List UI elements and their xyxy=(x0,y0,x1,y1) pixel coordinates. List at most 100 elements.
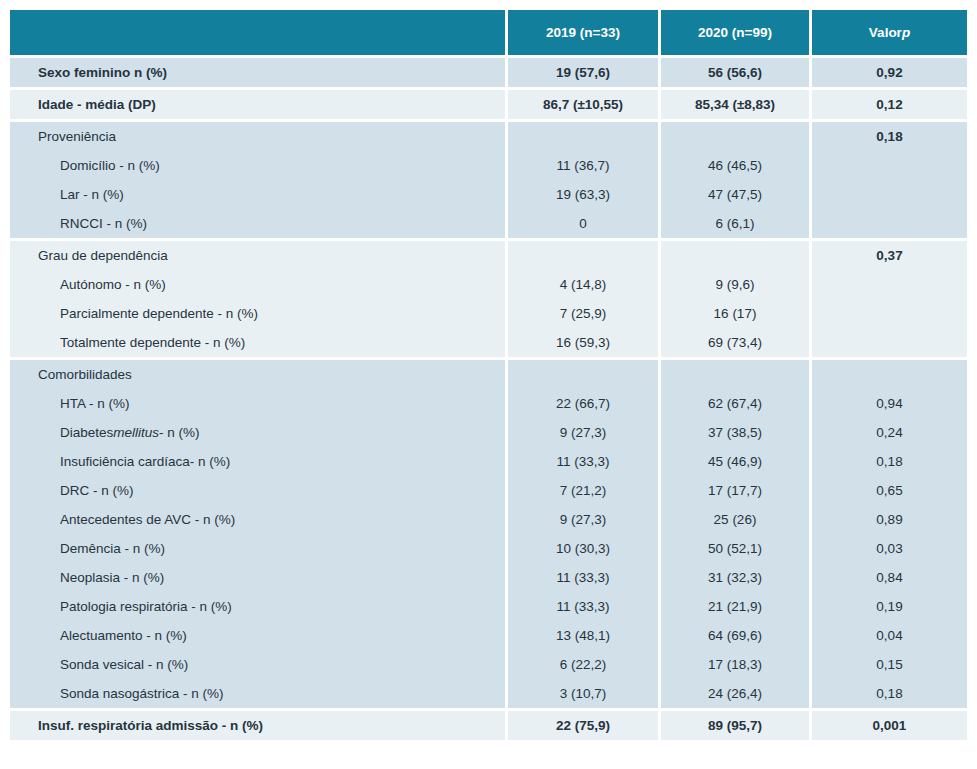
value-2020: 9 (9,6) xyxy=(658,270,809,299)
table-band: Grau de dependência 0,37Autónomo - n (%)4… xyxy=(10,241,967,357)
p-value xyxy=(809,299,967,328)
value-2019 xyxy=(505,360,658,389)
value-2019: 22 (75,9) xyxy=(505,711,658,740)
row-label: Alectuamento - n (%) xyxy=(10,621,505,650)
table-row: Totalmente dependente - n (%)16 (59,3)69… xyxy=(10,328,967,357)
table-row: Demência - n (%)10 (30,3)50 (52,1)0,03 xyxy=(10,534,967,563)
table-row: Alectuamento - n (%)13 (48,1)64 (69,6)0,… xyxy=(10,621,967,650)
table-row: Diabetes mellitus - n (%)9 (27,3)37 (38,… xyxy=(10,418,967,447)
p-value: 0,92 xyxy=(809,58,967,87)
table-row: Antecedentes de AVC - n (%)9 (27,3)25 (2… xyxy=(10,505,967,534)
row-label: HTA - n (%) xyxy=(10,389,505,418)
table-band: Insuf. respiratória admissão - n (%)22 (… xyxy=(10,711,967,740)
row-label: Lar - n (%) xyxy=(10,180,505,209)
value-2020 xyxy=(658,241,809,270)
p-value: 0,15 xyxy=(809,650,967,679)
value-2020: 37 (38,5) xyxy=(658,418,809,447)
table-row: Domicílio - n (%)11 (36,7)46 (46,5) xyxy=(10,151,967,180)
table-row: Sonda vesical - n (%)6 (22,2)17 (18,3)0,… xyxy=(10,650,967,679)
row-label: Domicílio - n (%) xyxy=(10,151,505,180)
table-row: Insuf. respiratória admissão - n (%)22 (… xyxy=(10,711,967,740)
value-2020: 47 (47,5) xyxy=(658,180,809,209)
row-label: Antecedentes de AVC - n (%) xyxy=(10,505,505,534)
p-value: 0,89 xyxy=(809,505,967,534)
value-2019: 7 (21,2) xyxy=(505,476,658,505)
table-row: Patologia respiratória - n (%)11 (33,3)2… xyxy=(10,592,967,621)
row-label: Idade - média (DP) xyxy=(10,90,505,119)
row-label: Grau de dependência xyxy=(10,241,505,270)
p-value: 0,18 xyxy=(809,447,967,476)
header-col-valor-p: Valor p xyxy=(809,10,967,55)
value-2020: 16 (17) xyxy=(658,299,809,328)
p-value: 0,18 xyxy=(809,122,967,151)
row-label: Sexo feminino n (%) xyxy=(10,58,505,87)
row-label: RNCCI - n (%) xyxy=(10,209,505,238)
value-2019: 22 (66,7) xyxy=(505,389,658,418)
table-row: Neoplasia - n (%)11 (33,3)31 (32,3)0,84 xyxy=(10,563,967,592)
p-value: 0,24 xyxy=(809,418,967,447)
p-value: 0,65 xyxy=(809,476,967,505)
table-row: RNCCI - n (%)06 (6,1) xyxy=(10,209,967,238)
value-2019: 9 (27,3) xyxy=(505,505,658,534)
value-2019: 16 (59,3) xyxy=(505,328,658,357)
row-label: Parcialmente dependente - n (%) xyxy=(10,299,505,328)
value-2020: 85,34 (±8,83) xyxy=(658,90,809,119)
value-2019: 4 (14,8) xyxy=(505,270,658,299)
comparison-table: 2019 (n=33) 2020 (n=99) Valor p Sexo fem… xyxy=(10,10,967,743)
value-2020: 24 (26,4) xyxy=(658,679,809,708)
table-row: Autónomo - n (%)4 (14,8)9 (9,6) xyxy=(10,270,967,299)
value-2020: 50 (52,1) xyxy=(658,534,809,563)
value-2020: 64 (69,6) xyxy=(658,621,809,650)
row-label: Insuficiência cardíaca- n (%) xyxy=(10,447,505,476)
p-value xyxy=(809,360,967,389)
header-col-2019: 2019 (n=33) xyxy=(505,10,658,55)
table-body: Sexo feminino n (%)19 (57,6)56 (56,6)0,9… xyxy=(10,58,967,740)
row-label: Sonda nasogástrica - n (%) xyxy=(10,679,505,708)
value-2020 xyxy=(658,122,809,151)
p-value: 0,84 xyxy=(809,563,967,592)
value-2020: 46 (46,5) xyxy=(658,151,809,180)
value-2019: 3 (10,7) xyxy=(505,679,658,708)
p-value xyxy=(809,209,967,238)
value-2019: 11 (33,3) xyxy=(505,563,658,592)
value-2019 xyxy=(505,122,658,151)
row-label: Comorbilidades xyxy=(10,360,505,389)
value-2019 xyxy=(505,241,658,270)
table-band: Idade - média (DP)86,7 (±10,55)85,34 (±8… xyxy=(10,90,967,119)
value-2019: 11 (36,7) xyxy=(505,151,658,180)
p-value: 0,37 xyxy=(809,241,967,270)
value-2020: 31 (32,3) xyxy=(658,563,809,592)
table-row: Lar - n (%)19 (63,3)47 (47,5) xyxy=(10,180,967,209)
p-value: 0,04 xyxy=(809,621,967,650)
value-2020: 17 (17,7) xyxy=(658,476,809,505)
value-2020: 69 (73,4) xyxy=(658,328,809,357)
value-2020: 62 (67,4) xyxy=(658,389,809,418)
table-row: Proveniência0,18 xyxy=(10,122,967,151)
value-2019: 0 xyxy=(505,209,658,238)
value-2019: 11 (33,3) xyxy=(505,592,658,621)
table-band: ComorbilidadesHTA - n (%)22 (66,7)62 (67… xyxy=(10,360,967,708)
p-value: 0,94 xyxy=(809,389,967,418)
table-row: Parcialmente dependente - n (%)7 (25,9)1… xyxy=(10,299,967,328)
value-2019: 11 (33,3) xyxy=(505,447,658,476)
table-row: Sonda nasogástrica - n (%)3 (10,7)24 (26… xyxy=(10,679,967,708)
table-row: DRC - n (%)7 (21,2)17 (17,7)0,65 xyxy=(10,476,967,505)
p-value: 0,19 xyxy=(809,592,967,621)
p-value xyxy=(809,270,967,299)
p-value: 0,18 xyxy=(809,679,967,708)
row-label: DRC - n (%) xyxy=(10,476,505,505)
value-2019: 9 (27,3) xyxy=(505,418,658,447)
value-2020: 21 (21,9) xyxy=(658,592,809,621)
value-2019: 10 (30,3) xyxy=(505,534,658,563)
table-row: Insuficiência cardíaca- n (%)11 (33,3)45… xyxy=(10,447,967,476)
value-2020 xyxy=(658,360,809,389)
value-2019: 6 (22,2) xyxy=(505,650,658,679)
row-label: Demência - n (%) xyxy=(10,534,505,563)
value-2019: 7 (25,9) xyxy=(505,299,658,328)
value-2020: 45 (46,9) xyxy=(658,447,809,476)
row-label: Diabetes mellitus - n (%) xyxy=(10,418,505,447)
table-row: HTA - n (%)22 (66,7)62 (67,4)0,94 xyxy=(10,389,967,418)
p-value xyxy=(809,180,967,209)
value-2020: 56 (56,6) xyxy=(658,58,809,87)
value-2020: 25 (26) xyxy=(658,505,809,534)
